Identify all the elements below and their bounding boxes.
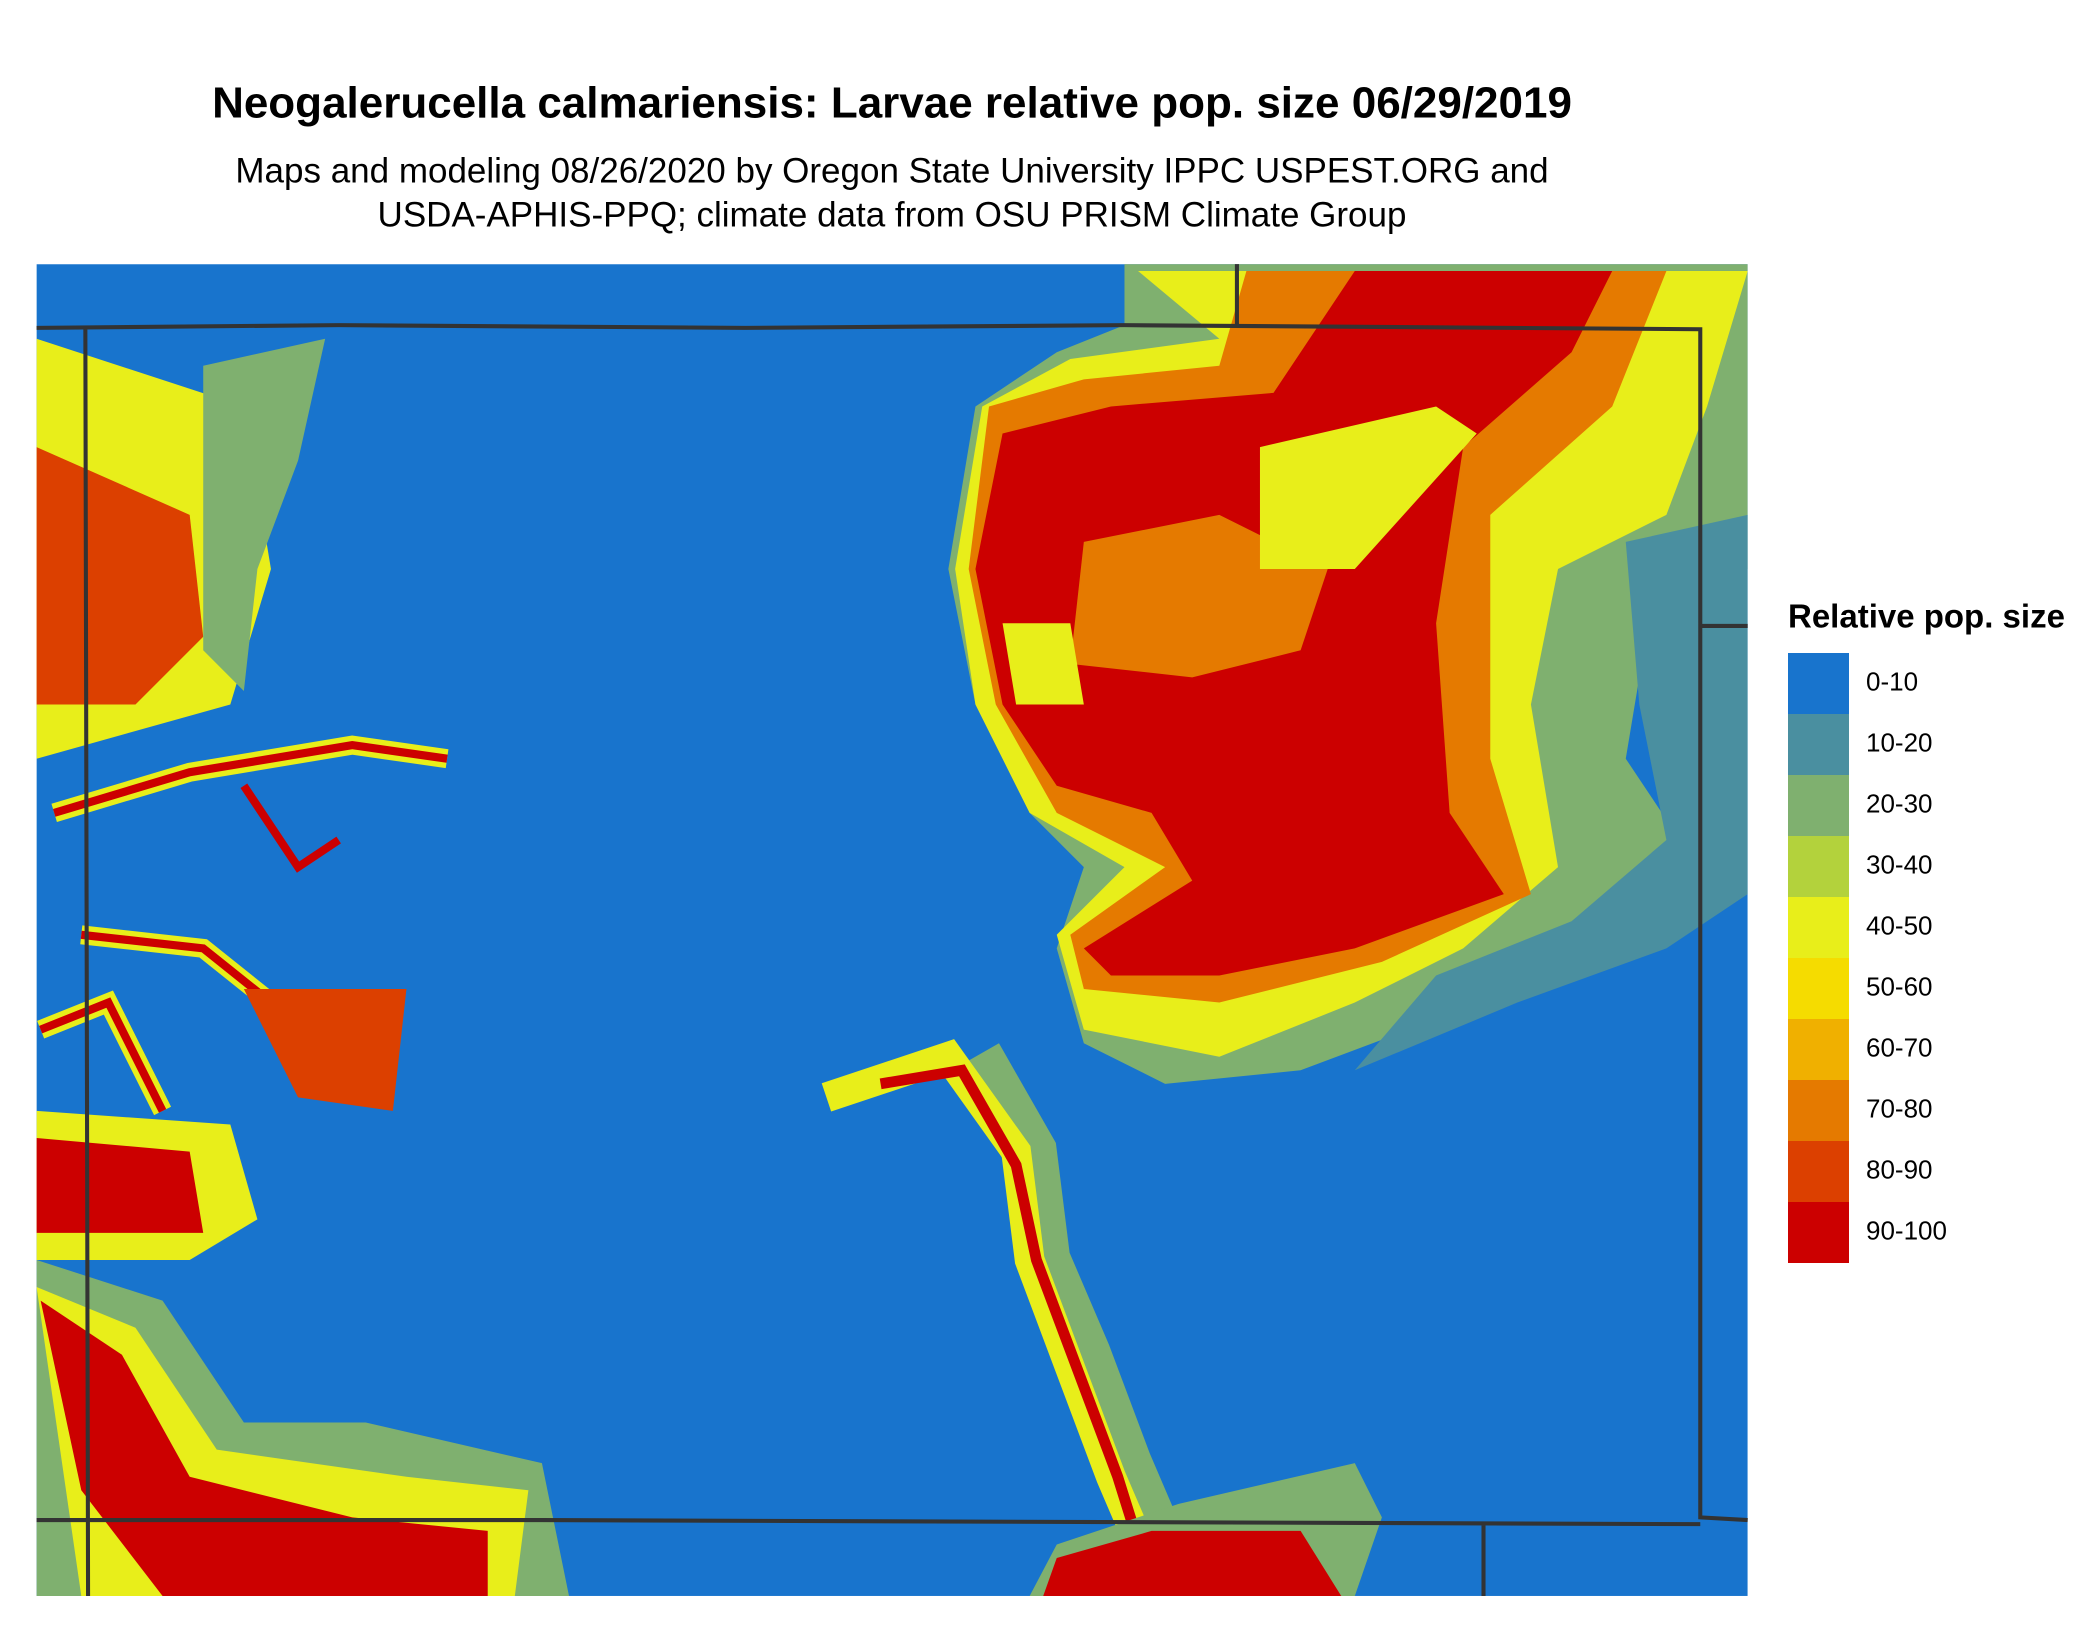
legend-label: 80-90 [1866,1154,1933,1184]
region [1002,623,1084,705]
region [1354,514,1748,1071]
legend-label: 40-50 [1866,910,1933,940]
map [36,264,1748,1596]
subtitle: Maps and modeling 08/26/2020 by Oregon S… [235,151,1548,190]
region [879,1064,1157,1587]
region [243,989,407,1111]
region [1259,406,1477,570]
legend-label: 50-60 [1866,971,1933,1001]
legend-swatch [1788,897,1849,958]
legend-swatch [1788,775,1849,836]
legend-swatch [1788,1141,1849,1202]
state-border [36,264,1748,1596]
legend-swatch [1788,714,1849,775]
legend-swatch [1788,1080,1849,1141]
region [203,338,326,691]
map-title: Neogalerucella calmariensis: Larvae rela… [212,79,1572,128]
legend-label: 20-30 [1866,788,1933,818]
legend-swatch [1788,958,1849,1019]
region [39,741,448,1113]
subtitle: USDA-APHIS-PPQ; climate data from OSU PR… [378,195,1407,234]
legend-swatch [1788,1202,1849,1263]
legend-label: 90-100 [1866,1215,1947,1245]
legend-swatch [1788,653,1849,714]
legend-label: 0-10 [1866,666,1918,696]
legend-swatch [1788,836,1849,897]
region [36,1138,204,1233]
region [821,1039,1166,1578]
legend-label: 60-70 [1866,1032,1933,1062]
region [1043,1530,1342,1596]
legend: 0-10 10-20 20-30 30-40 40-50 50-60 60-70 70-80 8… [1788,653,1947,1263]
legend-label: 30-40 [1866,849,1933,879]
legend-title: Relative pop. size [1788,598,2065,635]
legend-label: 70-80 [1866,1093,1933,1123]
legend-label: 10-20 [1866,727,1933,757]
region [36,447,204,705]
legend-swatch [1788,1019,1849,1080]
